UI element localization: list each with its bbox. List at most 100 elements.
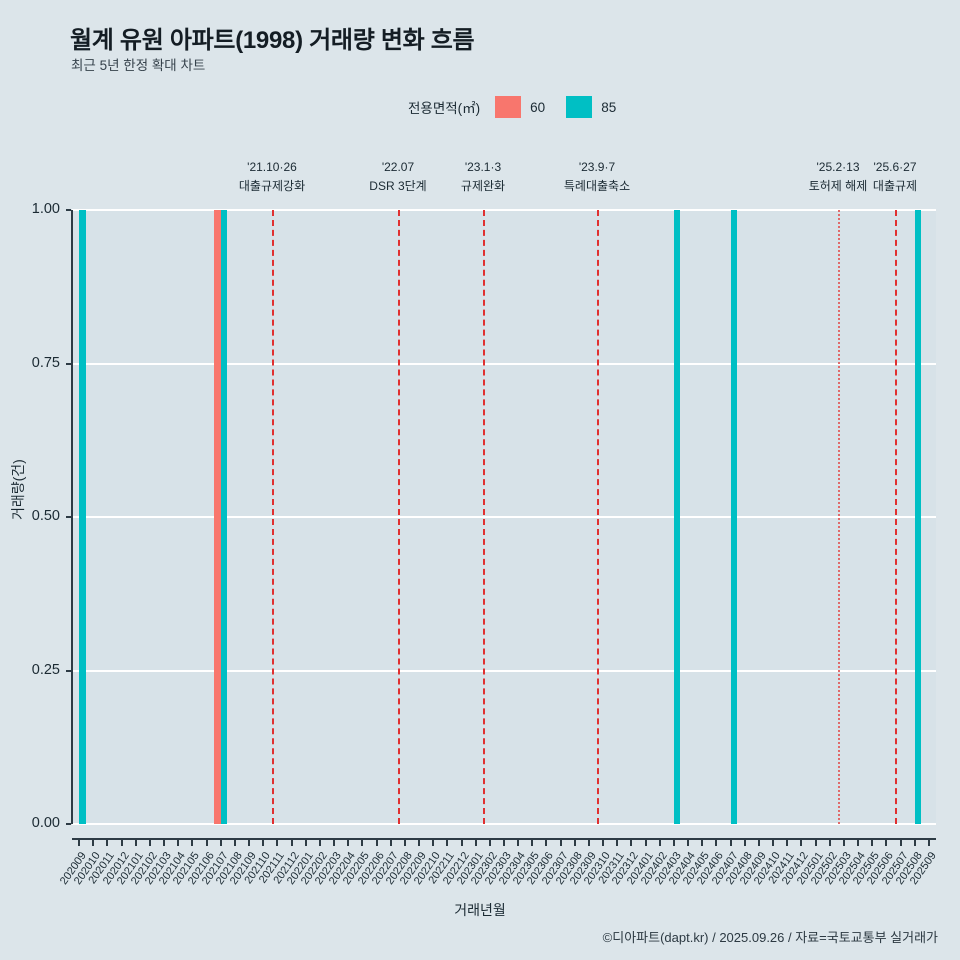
event-name: 특례대출축소 — [563, 179, 631, 193]
y-tick-mark — [66, 516, 71, 518]
x-tick-mark — [545, 838, 548, 846]
chart-legend: 전용면적(㎡) 60 85 — [408, 96, 628, 118]
y-axis-spine — [71, 210, 73, 824]
x-tick-mark — [333, 838, 336, 846]
x-tick-mark — [290, 838, 293, 846]
x-tick-mark — [687, 838, 690, 846]
x-tick-mark — [927, 838, 930, 846]
x-tick-mark — [503, 838, 505, 846]
x-tick-mark — [672, 838, 675, 846]
x-tick-mark — [701, 838, 704, 846]
legend-swatch-85 — [566, 96, 593, 118]
y-tick-label: 0.75 — [31, 354, 60, 371]
x-tick-mark — [446, 838, 449, 846]
x-tick-mark — [913, 838, 916, 846]
x-tick-mark — [248, 838, 251, 846]
event-date: '23.9·7 — [578, 160, 616, 174]
x-tick-mark — [148, 838, 151, 846]
x-tick-mark — [587, 838, 590, 846]
x-tick-mark — [474, 838, 477, 846]
page-subtitle: 최근 5년 한정 확대 차트 — [71, 58, 206, 73]
event-date: '22.07 — [381, 160, 415, 174]
y-tick-label: 0.50 — [31, 508, 60, 524]
legend-label-85: 85 — [601, 99, 617, 115]
gridline — [72, 669, 936, 672]
x-tick-mark — [616, 838, 619, 846]
x-tick-mark — [658, 838, 661, 846]
bar-85-202107[interactable] — [220, 210, 228, 824]
legend-title: 전용면적(㎡) — [408, 101, 481, 116]
x-tick-mark — [729, 838, 732, 846]
gridline — [72, 516, 936, 518]
x-tick-mark — [432, 838, 435, 846]
y-tick-mark — [66, 823, 71, 825]
x-tick-mark — [219, 838, 222, 846]
x-tick-mark — [120, 838, 123, 846]
x-tick-mark — [828, 838, 831, 846]
x-tick-mark — [361, 838, 364, 846]
event-date: '23.1·3 — [464, 160, 502, 174]
x-tick-mark — [899, 838, 902, 846]
x-tick-mark — [630, 838, 633, 846]
x-tick-mark — [233, 838, 236, 846]
y-tick-label: 1.00 — [31, 201, 60, 217]
event-name: 대출규제강화 — [238, 179, 306, 193]
x-tick-mark — [389, 838, 392, 846]
x-axis-label: 거래년월 — [454, 902, 506, 918]
x-tick-mark — [644, 838, 647, 846]
x-tick-mark — [772, 838, 775, 846]
event-line-202502 — [838, 210, 840, 824]
y-tick-mark — [66, 209, 71, 211]
x-tick-mark — [871, 838, 874, 846]
event-line-202309 — [597, 210, 599, 824]
event-line-202506 — [895, 210, 897, 824]
event-line-202301 — [483, 210, 485, 824]
event-line-202110 — [272, 210, 274, 824]
x-tick-mark — [814, 838, 817, 846]
x-tick-mark — [488, 838, 491, 846]
event-date: '21.10·26 — [247, 160, 297, 174]
event-name: 규제완화 — [460, 179, 506, 193]
x-tick-mark — [857, 838, 860, 846]
y-tick-label: 0.00 — [31, 815, 60, 831]
x-tick-mark — [78, 838, 81, 846]
bar-60-202107[interactable] — [214, 210, 221, 824]
bar-85-202009[interactable] — [79, 210, 86, 824]
x-tick-mark — [800, 838, 803, 846]
x-tick-mark — [347, 838, 350, 846]
x-tick-mark — [262, 838, 265, 846]
event-label-202502: '25.2·13 토허제 해제 — [758, 158, 918, 196]
x-tick-mark — [375, 838, 378, 846]
legend-swatch-60 — [495, 96, 522, 118]
x-tick-mark — [715, 838, 718, 846]
bar-85-202403[interactable] — [673, 210, 681, 824]
x-tick-mark — [318, 838, 321, 846]
x-tick-mark — [517, 838, 520, 846]
event-name: DSR 3단계 — [369, 179, 427, 193]
gridline — [72, 362, 936, 365]
x-tick-mark — [134, 838, 137, 846]
y-tick-label: 0.25 — [31, 661, 60, 678]
event-name: 대출규제 — [872, 179, 918, 193]
y-tick-mark — [66, 669, 71, 672]
bar-85-202407[interactable] — [730, 210, 738, 824]
x-tick-mark — [460, 838, 463, 846]
x-tick-mark — [786, 838, 789, 846]
x-tick-mark — [163, 838, 166, 846]
x-tick-mark — [602, 838, 605, 846]
event-label-202110: '21.10·26 대출규제강화 — [192, 158, 352, 196]
x-tick-mark — [205, 838, 208, 846]
bar-85-202508[interactable] — [914, 210, 922, 824]
event-label-202207: '22.07 DSR 3단계 — [318, 158, 478, 196]
x-tick-mark — [842, 838, 845, 846]
x-tick-mark — [106, 838, 109, 846]
event-date: '25.6·27 — [873, 160, 917, 174]
y-axis-label: 거래량(건) — [10, 459, 26, 520]
x-tick-mark — [191, 838, 194, 846]
x-tick-mark — [276, 838, 279, 846]
event-line-202207 — [398, 210, 400, 824]
event-label-202506: '25.6·27 대출규제 — [815, 158, 960, 196]
x-tick-mark — [531, 838, 534, 846]
page-title: 월계 유원 아파트(1998) 거래량 변화 흐름 — [70, 27, 475, 54]
